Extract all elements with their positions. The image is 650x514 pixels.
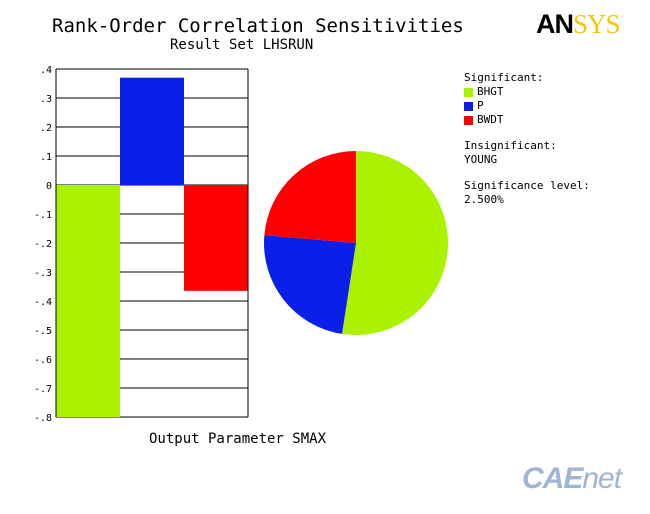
caenet-watermark: CAEnet	[522, 462, 622, 495]
legend-item-bhgt: BHGT	[464, 85, 590, 99]
chart-subtitle: Result Set LHSRUN	[170, 37, 314, 53]
pie-slice-bwdt	[264, 151, 356, 243]
legend-item-p: P	[464, 99, 590, 113]
legend-text-p: P	[477, 99, 484, 112]
bar-bwdt	[184, 185, 248, 291]
pie-slice-p	[264, 235, 356, 334]
y-tick-label: .3	[40, 94, 52, 105]
legend-text-bwdt: BWDT	[477, 113, 504, 126]
legend-text-bhgt: BHGT	[477, 85, 504, 98]
y-tick-label: .2	[40, 123, 52, 134]
bar-bhgt	[56, 185, 120, 417]
y-tick-label: -.2	[34, 239, 52, 250]
significance-level-label: Significance level:	[464, 179, 590, 192]
bar-p	[120, 77, 184, 185]
legend-swatch-p	[464, 101, 473, 111]
y-tick-label: -.8	[34, 413, 52, 424]
significance-level-value: 2.500%	[464, 193, 504, 206]
y-tick-label: -.1	[34, 210, 52, 221]
y-tick-label: -.7	[34, 384, 52, 395]
y-tick-label: -.3	[34, 268, 52, 279]
y-tick-label: -.4	[34, 297, 52, 308]
chart-title: Rank-Order Correlation Sensitivities	[52, 15, 464, 37]
x-axis-label: Output Parameter SMAX	[149, 431, 327, 447]
y-tick-label: -.5	[34, 326, 52, 337]
legend-swatch-bhgt	[464, 87, 473, 97]
legend-insignificant-label: Insignificant:	[464, 139, 557, 152]
legend-insignificant-item: YOUNG	[464, 153, 498, 166]
y-tick-label: .1	[40, 152, 52, 163]
ansys-logo: ANSYS	[536, 9, 621, 39]
legend-significant-label: Significant:	[464, 71, 544, 84]
y-tick-label: 0	[46, 181, 52, 192]
legend-item-bwdt: BWDT	[464, 113, 590, 127]
legend: Significant: BHGT P BWDT Insignificant: …	[464, 71, 590, 207]
y-tick-label: -.6	[34, 355, 52, 366]
y-tick-label: .4	[40, 65, 52, 76]
legend-swatch-bwdt	[464, 115, 473, 125]
pie-slice-bhgt	[342, 151, 448, 335]
